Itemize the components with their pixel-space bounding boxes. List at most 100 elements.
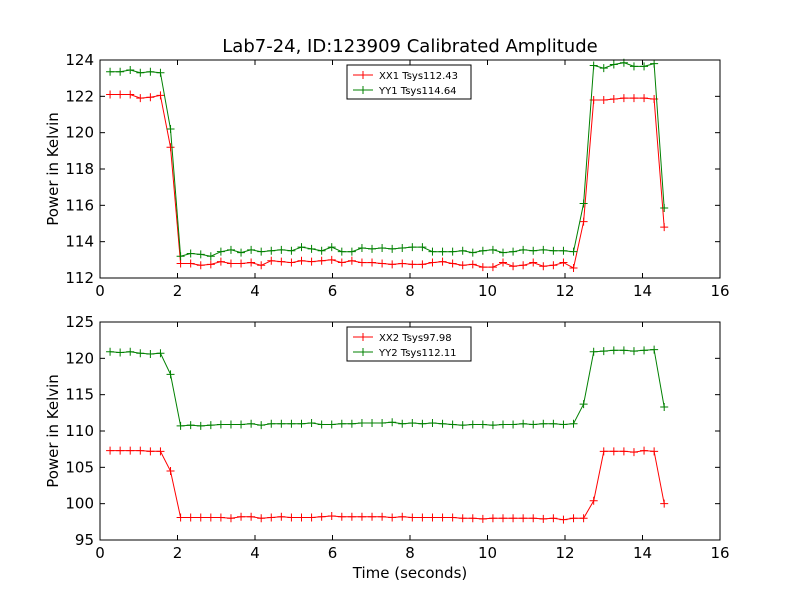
data-point-marker	[539, 514, 548, 523]
data-point-marker	[126, 446, 135, 455]
data-point-marker	[156, 447, 165, 456]
data-point-marker	[579, 199, 588, 208]
data-point-marker	[337, 247, 346, 256]
data-point-marker	[589, 347, 598, 356]
data-point-marker	[478, 420, 487, 429]
data-point-marker	[176, 421, 185, 430]
data-point-marker	[428, 513, 437, 522]
data-point-marker	[357, 244, 366, 253]
data-point-marker	[226, 514, 235, 523]
data-point-marker	[307, 244, 316, 253]
data-point-marker	[337, 258, 346, 267]
data-point-marker	[660, 204, 669, 213]
data-point-marker	[287, 258, 296, 267]
data-point-marker	[478, 514, 487, 523]
y-tick-label: 120	[65, 124, 94, 142]
data-point-marker	[629, 62, 638, 71]
data-point-marker	[126, 65, 135, 74]
data-point-marker	[468, 514, 477, 523]
data-point-marker	[327, 255, 336, 264]
data-point-marker	[488, 421, 497, 430]
x-tick-label: 14	[633, 282, 652, 300]
data-point-marker	[640, 62, 649, 71]
legend-box	[346, 326, 472, 362]
data-point-marker	[559, 515, 568, 524]
data-point-marker	[660, 223, 669, 232]
data-point-marker	[579, 217, 588, 226]
y-tick-label: 118	[65, 160, 94, 178]
data-point-marker	[448, 420, 457, 429]
data-point-marker	[368, 419, 377, 428]
data-point-marker	[347, 256, 356, 265]
data-point-marker	[327, 243, 336, 252]
data-point-marker	[418, 513, 427, 522]
data-point-marker	[337, 419, 346, 428]
data-point-marker	[368, 512, 377, 521]
data-point-marker	[378, 244, 387, 253]
y-tick-label: 116	[65, 196, 94, 214]
data-point-marker	[237, 512, 246, 521]
data-point-marker	[468, 248, 477, 257]
data-point-marker	[267, 256, 276, 265]
y-tick-label: 122	[65, 87, 94, 105]
data-point-marker	[549, 246, 558, 255]
data-point-marker	[650, 345, 659, 354]
top-panel: 0 2 4 6 8 10 12 14 16 112 114 116 118 120 122 124 Power …	[44, 51, 730, 300]
data-point-marker	[267, 419, 276, 428]
data-point-marker	[106, 90, 115, 99]
data-point-marker	[499, 514, 507, 523]
data-point-marker	[499, 248, 507, 257]
data-point-marker	[116, 90, 125, 99]
data-point-marker	[378, 512, 387, 521]
data-point-marker	[660, 499, 669, 508]
data-point-marker	[166, 143, 175, 152]
data-point-marker	[116, 446, 125, 455]
data-point-marker	[398, 512, 407, 521]
x-tick-label: 2	[173, 282, 183, 300]
data-point-marker	[287, 246, 296, 255]
y-tick-label: 115	[65, 386, 94, 404]
data-point-marker	[317, 246, 326, 255]
data-point-marker	[418, 243, 427, 252]
data-point-marker	[166, 466, 175, 475]
y-tick-label: 100	[65, 495, 94, 513]
y-axis-label: Power in Kelvin	[44, 374, 62, 488]
data-point-marker	[499, 420, 507, 429]
x-tick-label: 4	[250, 282, 260, 300]
data-point-marker	[519, 245, 528, 254]
data-point-marker	[196, 250, 205, 259]
data-point-marker	[146, 67, 155, 76]
y-tick-label: 114	[65, 233, 94, 251]
data-point-marker	[337, 512, 346, 521]
data-point-marker	[237, 259, 246, 268]
data-point-marker	[468, 260, 477, 269]
data-point-marker	[106, 347, 115, 356]
data-point-marker	[408, 513, 417, 522]
legend-label: YY2 Tsys112.11	[378, 348, 457, 359]
data-point-marker	[619, 94, 628, 103]
legend-box	[346, 64, 472, 100]
y-tick-label: 110	[65, 422, 94, 440]
data-point-marker	[176, 252, 185, 261]
data-point-marker	[247, 245, 256, 254]
x-tick-label: 0	[95, 544, 105, 562]
data-point-marker	[126, 347, 135, 356]
data-point-marker	[106, 67, 115, 76]
legend-label: YY1 Tsys114.64	[378, 86, 457, 97]
data-point-marker	[146, 349, 155, 358]
data-point-marker	[579, 514, 588, 523]
data-point-marker	[438, 513, 447, 522]
data-point-marker	[609, 346, 618, 355]
legend-marker	[359, 333, 367, 341]
data-point-marker	[186, 249, 195, 258]
data-point-marker	[609, 95, 618, 104]
data-point-marker	[297, 243, 306, 252]
data-point-marker	[629, 448, 638, 457]
data-point-marker	[448, 259, 457, 268]
data-point-marker	[226, 259, 235, 268]
x-tick-label: 8	[405, 544, 415, 562]
data-point-marker	[206, 252, 215, 261]
figure-title: Lab7-24, ID:123909 Calibrated Amplitude	[222, 36, 597, 57]
x-tick-label: 6	[328, 544, 338, 562]
